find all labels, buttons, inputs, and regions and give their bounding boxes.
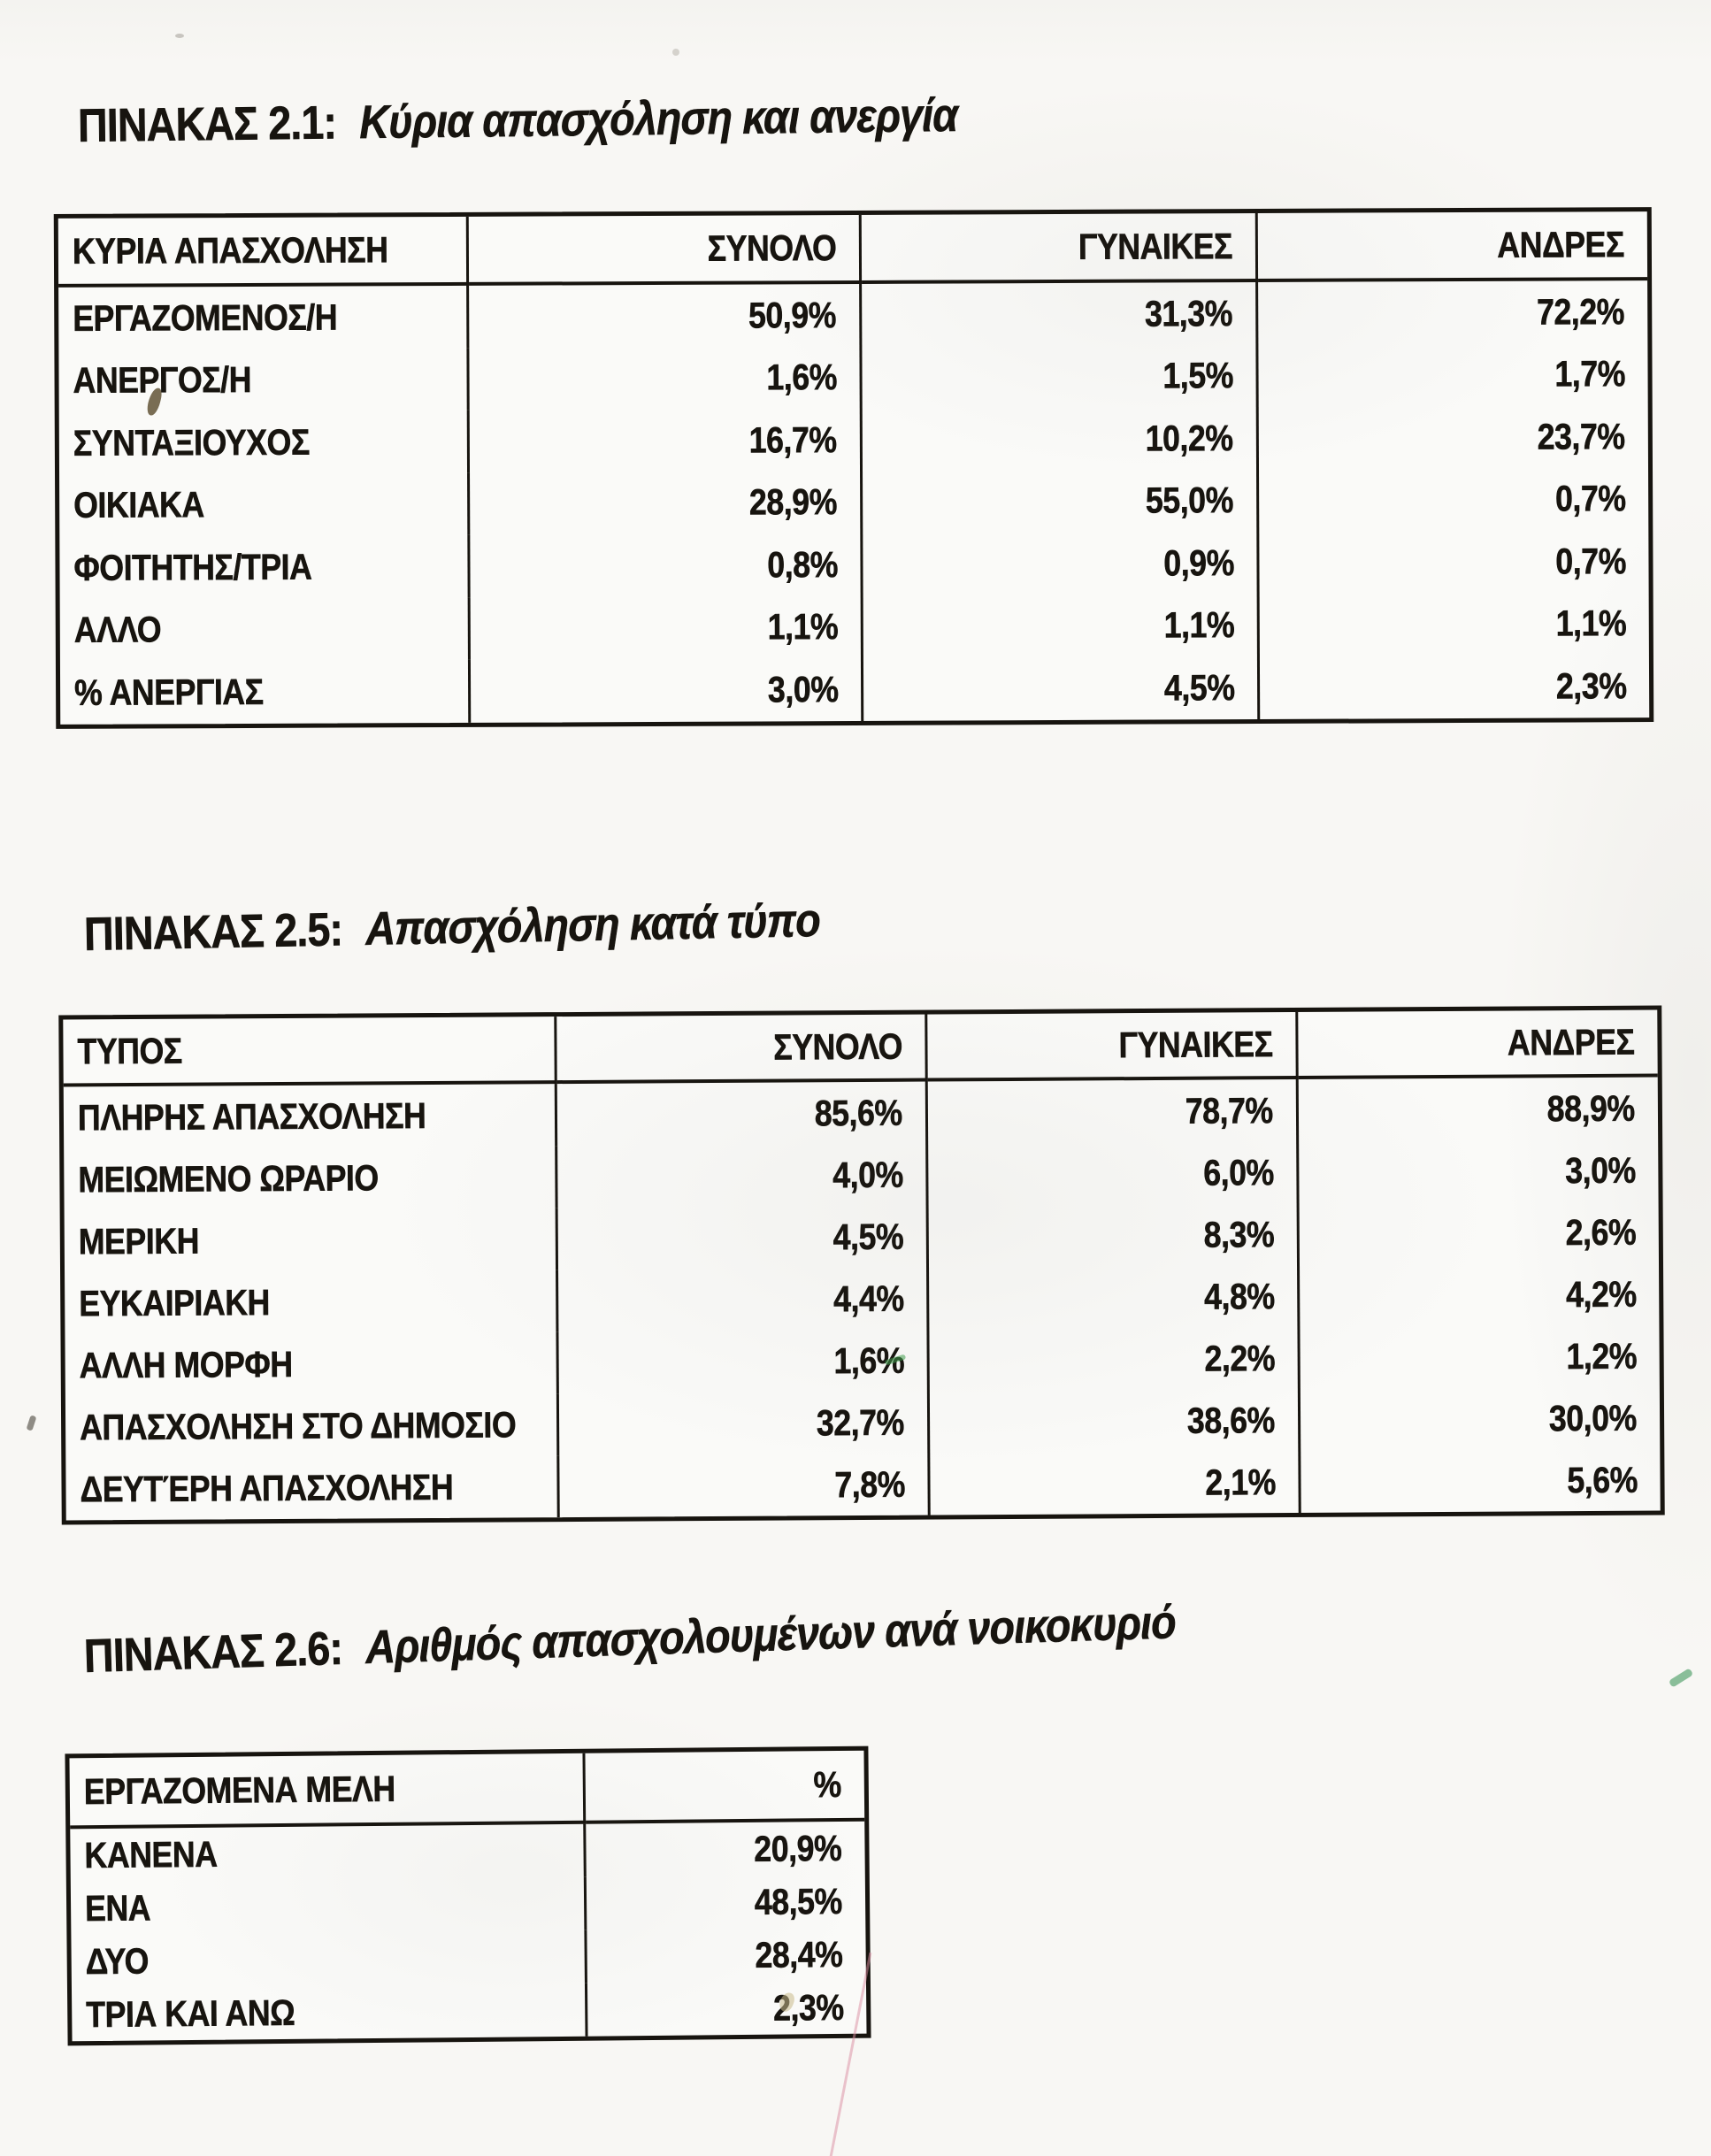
row-value-total: 2,3%	[772, 1986, 844, 2029]
row-label: ΣΥΝΤΑΞΙΟΥΧΟΣ	[58, 410, 471, 475]
row-value-women: 10,2%	[862, 407, 1260, 472]
header-cell: ΓΥΝΑΙΚΕΣ	[861, 213, 1259, 284]
row-label: ΑΛΛΟ	[59, 597, 471, 662]
row-value-total: 4,4%	[558, 1267, 930, 1332]
row-label: ΟΙΚΙΑΚΑ	[59, 472, 471, 537]
row-value-men: 5,6%	[1566, 1459, 1638, 1500]
header-cell: %	[585, 1750, 865, 1824]
scan-speck	[175, 34, 184, 38]
table-2-1-number: ΠΙΝΑΚΑΣ 2.1:	[77, 96, 337, 152]
row-value-men: 3,0%	[1564, 1149, 1636, 1191]
row-value-men: 30,0%	[1548, 1397, 1638, 1439]
row-label: ΑΠΑΣΧΟΛΗΣΗ ΣΤΟ ΔΗΜΟΣΙΟ	[65, 1393, 560, 1459]
row-value-total: 16,7%	[469, 408, 863, 473]
row-value-men: 1,7%	[1554, 353, 1625, 395]
table-2-1: ΚΥΡΙΑ ΑΠΑΣΧΟΛΗΣΗ ΣΥΝΟΛΟ ΓΥΝΑΙΚΕΣ ΑΝΔΡΕΣ …	[53, 207, 1654, 729]
row-value-women: 6,0%	[928, 1140, 1300, 1206]
row-value-women: 78,7%	[927, 1078, 1300, 1144]
row-value-men: 72,2%	[1537, 290, 1625, 333]
row-value-men: 0,7%	[1554, 540, 1626, 582]
row-label: ΜΕΡΙΚΗ	[64, 1208, 559, 1273]
row-value-total: 28,9%	[470, 471, 863, 535]
row-value-women: 0,9%	[863, 532, 1260, 596]
row-label: ΕΥΚΑΙΡΙΑΚΗ	[65, 1270, 559, 1335]
header-cell: ΣΥΝΟΛΟ	[556, 1014, 928, 1085]
row-value-women: 1,5%	[862, 344, 1259, 409]
header-cell: ΣΥΝΟΛΟ	[468, 214, 863, 286]
table-2-1-caption: Κύρια απασχόληση και ανεργία	[358, 88, 958, 150]
row-value-total: 7,8%	[559, 1453, 931, 1518]
row-value-men: 4,2%	[1565, 1273, 1637, 1315]
row-value-women: 31,3%	[862, 282, 1259, 347]
row-label: ΚΑΝΕΝΑ	[70, 1823, 587, 1883]
row-value-men: 23,7%	[1537, 415, 1625, 457]
scan-pen-mark	[1668, 1668, 1694, 1688]
table-2-6-number: ΠΙΝΑΚΑΣ 2.6:	[83, 1622, 343, 1684]
row-label: ΑΛΛΗ ΜΟΡΦΗ	[65, 1331, 559, 1397]
row-label: ΦΟΙΤΗΤΗΣ/ΤΡΙΑ	[59, 534, 471, 600]
row-label: % ΑΝΕΡΓΙΑΣ	[59, 659, 472, 725]
row-label: ΕΡΓΑΖΟΜΕΝΟΣ/Η	[58, 285, 470, 350]
table-2-5-caption: Απασχόληση κατά τύπο	[364, 894, 821, 955]
row-value-men: 2,3%	[1555, 664, 1627, 707]
row-value-total: 85,6%	[556, 1081, 929, 1147]
row-value-total: 50,9%	[469, 283, 863, 349]
row-value-total: 4,0%	[557, 1143, 929, 1208]
row-value-men: 1,2%	[1565, 1335, 1637, 1377]
row-value-men: 88,9%	[1546, 1087, 1636, 1129]
table-2-5: ΤΥΠΟΣ ΣΥΝΟΛΟ ΓΥΝΑΙΚΕΣ ΑΝΔΡΕΣ ΠΛΗΡΗΣ ΑΠΑΣ…	[58, 1005, 1665, 1525]
header-cell: ΕΡΓΑΖΟΜΕΝΑ ΜΕΛΗ	[69, 1753, 587, 1830]
row-value-men: 2,6%	[1565, 1211, 1636, 1253]
row-value-women: 4,5%	[863, 656, 1261, 721]
scan-speck	[672, 49, 679, 56]
row-value-women: 2,2%	[929, 1326, 1301, 1392]
row-value-total: 4,5%	[557, 1205, 930, 1270]
row-label: ΑΝΕΡΓΟΣ/Η	[58, 348, 470, 412]
table-2-5-number: ΠΙΝΑΚΑΣ 2.5:	[83, 903, 343, 961]
header-cell: ΤΥΠΟΣ	[63, 1017, 557, 1087]
row-value-total: 1,6%	[558, 1329, 930, 1394]
table-2-5-title: ΠΙΝΑΚΑΣ 2.5: Απασχόληση κατά τύπο	[83, 892, 920, 962]
row-label: ΔΕΥΤΈΡΗ ΑΠΑΣΧΟΛΗΣΗ	[65, 1455, 560, 1521]
row-value-total: 3,0%	[470, 657, 864, 723]
row-value-total: 0,8%	[470, 533, 863, 598]
header-cell: ΑΝΔΡΕΣ	[1298, 1009, 1658, 1079]
row-value-total: 48,5%	[754, 1880, 843, 1922]
row-label: ΕΝΑ	[70, 1876, 587, 1936]
row-label: ΤΡΙΑ ΚΑΙ ΑΝΩ	[71, 1983, 588, 2042]
row-value-total: 32,7%	[558, 1391, 931, 1456]
row-value-men: 1,1%	[1555, 602, 1626, 644]
table-2-6: ΕΡΓΑΖΟΜΕΝΑ ΜΕΛΗ % ΚΑΝΕΝΑ 20,9% ΕΝΑ 48,5%…	[65, 1746, 871, 2046]
row-value-women: 38,6%	[929, 1388, 1301, 1454]
row-label: ΜΕΙΩΜΕΝΟ ΩΡΑΡΙΟ	[64, 1146, 558, 1211]
row-label: ΔΥΟ	[71, 1930, 587, 1989]
row-value-women: 2,1%	[930, 1450, 1301, 1515]
row-value-men: 0,7%	[1554, 478, 1626, 519]
header-cell: ΑΝΔΡΕΣ	[1257, 211, 1648, 283]
table-2-6-caption: Αριθμός απασχολουμένων ανά νοικοκυριό	[364, 1596, 1177, 1674]
row-value-total: 1,1%	[470, 595, 863, 660]
table-2-1-title: ΠΙΝΑΚΑΣ 2.1: Κύρια απασχόληση και ανεργί…	[77, 87, 1078, 153]
table-2-6-title: ΠΙΝΑΚΑΣ 2.6: Αριθμός απασχολουμένων ανά …	[83, 1591, 1325, 1684]
row-value-women: 1,1%	[863, 594, 1260, 658]
row-value-total: 1,6%	[469, 346, 863, 410]
row-label: ΠΛΗΡΗΣ ΑΠΑΣΧΟΛΗΣΗ	[63, 1084, 558, 1149]
row-value-women: 55,0%	[863, 469, 1260, 533]
row-value-women: 4,8%	[929, 1264, 1301, 1330]
row-value-total: 28,4%	[755, 1933, 843, 1976]
scan-speck	[26, 1415, 37, 1431]
header-cell: ΓΥΝΑΙΚΕΣ	[927, 1011, 1299, 1082]
header-cell: ΚΥΡΙΑ ΑΠΑΣΧΟΛΗΣΗ	[58, 216, 470, 288]
row-value-women: 8,3%	[928, 1202, 1301, 1268]
row-value-total: 20,9%	[754, 1827, 842, 1869]
